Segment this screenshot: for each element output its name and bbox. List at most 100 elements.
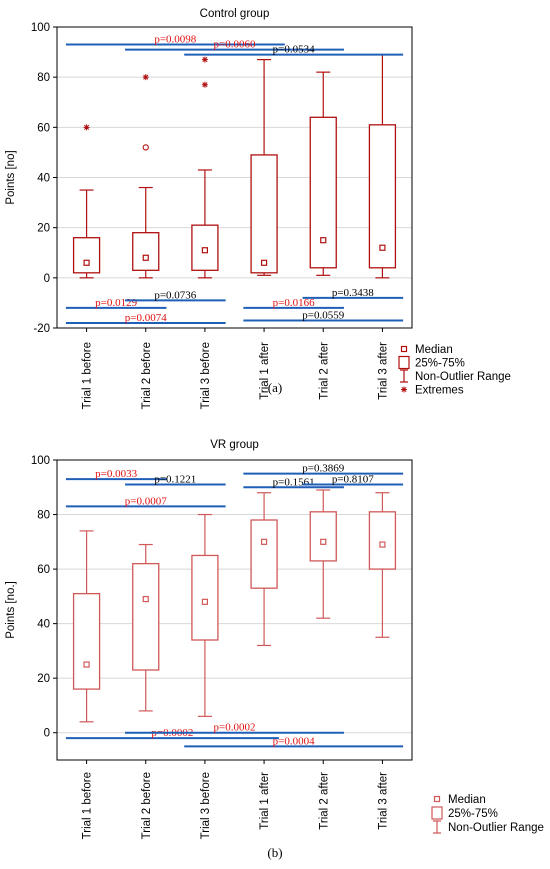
y-tick-label: 100 xyxy=(31,22,50,34)
iqr-box xyxy=(250,519,278,589)
y-tick-label: 20 xyxy=(37,673,50,685)
p-value-label: p=0.0033 xyxy=(95,468,137,480)
extreme-point xyxy=(201,81,208,88)
legend-range-icon xyxy=(400,369,408,383)
median-marker xyxy=(142,254,149,261)
p-value-label: p=0.3869 xyxy=(302,463,344,475)
legend-median-icon xyxy=(400,345,408,353)
x-tick-label: Trial 3 after xyxy=(377,772,389,830)
outlier-point xyxy=(142,144,149,151)
x-tick-label: Trial 2 after xyxy=(318,772,330,830)
p-value-label: p=0.3438 xyxy=(332,287,374,299)
p-value-label: p=0.1221 xyxy=(154,474,196,486)
p-value-label: p=0.8107 xyxy=(332,474,374,486)
median-marker xyxy=(142,595,149,603)
legend: Median 25%-75%Non-Outlier Range Extremes xyxy=(398,344,511,397)
box-3 xyxy=(191,513,219,717)
p-value-label: p=0.0559 xyxy=(302,309,344,321)
plot-frame xyxy=(56,459,413,761)
box-3 xyxy=(191,56,219,279)
iqr-box xyxy=(368,511,397,570)
iqr-box xyxy=(72,592,101,690)
x-tick-label: Trial 2 before xyxy=(141,342,153,409)
extreme-point xyxy=(142,74,149,81)
x-tick-label: Trial 3 after xyxy=(377,342,389,400)
p-value-label: p=0.0129 xyxy=(95,297,137,309)
figure-caption: (b) xyxy=(267,845,282,860)
y-tick-label: 20 xyxy=(37,223,50,235)
median-marker xyxy=(379,244,386,251)
box-4 xyxy=(250,492,278,647)
p-value-label: p=0.0736 xyxy=(154,289,196,301)
x-tick-label: Trial 1 after xyxy=(259,342,271,400)
x-tick-label: Trial 3 before xyxy=(200,772,212,839)
figure-caption: (a) xyxy=(268,380,282,395)
p-value-label: p=0.0074 xyxy=(125,312,167,324)
iqr-box xyxy=(309,511,337,562)
chart-panel-vr: VR group 0 20 40 60 80 100 Points [no.] Trial 1 … xyxy=(5,439,544,860)
x-tick-label: Trial 2 before xyxy=(141,772,153,839)
x-tick-label: Trial 2 after xyxy=(318,342,330,400)
median-marker xyxy=(260,259,268,266)
box-5 xyxy=(309,71,337,276)
extreme-point xyxy=(83,124,90,131)
p-value-label: p=0.0166 xyxy=(273,297,315,309)
x-tick-label: Trial 1 before xyxy=(82,342,94,409)
chart-title: Control group xyxy=(200,8,270,20)
y-tick-label: 80 xyxy=(37,72,50,84)
box-6 xyxy=(368,53,397,279)
x-tick-label: Trial 1 after xyxy=(259,772,271,830)
box-2 xyxy=(132,543,160,712)
legend-label: Extremes xyxy=(415,385,464,397)
legend: Median 25%-75% Non-Outlier Range xyxy=(431,794,544,834)
p-value-label: p=0.0098 xyxy=(154,34,196,46)
median-marker xyxy=(320,538,327,545)
y-tick-label: 60 xyxy=(37,564,50,576)
legend-label: Median xyxy=(448,794,486,806)
iqr-box xyxy=(250,154,278,274)
legend-box-icon xyxy=(431,806,443,820)
median-marker xyxy=(201,598,209,605)
median-marker xyxy=(83,661,90,668)
legend-range-icon xyxy=(433,820,441,834)
y-axis-label: Points [no] xyxy=(5,150,17,204)
iqr-box xyxy=(132,562,160,671)
median-marker xyxy=(320,237,327,244)
median-marker xyxy=(83,259,90,266)
p-value-label: p=0.0004 xyxy=(273,735,315,747)
iqr-box xyxy=(72,237,101,274)
legend-label: 25%-75% xyxy=(415,358,465,370)
box-1 xyxy=(72,530,101,723)
legend-label: Non-Outlier Range xyxy=(415,371,511,383)
median-marker xyxy=(201,247,209,254)
p-value-label: p=0.0060 xyxy=(214,39,256,51)
y-tick-label: 0 xyxy=(44,273,50,285)
y-tick-label: 0 xyxy=(44,728,50,740)
y-tick-label: 100 xyxy=(31,455,50,467)
y-tick-label: 60 xyxy=(37,122,50,134)
box-1 xyxy=(72,124,101,279)
chart-panel-control: Control group -20 0 20 40 60 80 100 Points [no] T… xyxy=(5,8,511,409)
box-5 xyxy=(309,489,337,619)
box-2 xyxy=(132,74,160,279)
y-tick-label: -20 xyxy=(33,323,50,335)
plot-frame xyxy=(56,26,413,329)
legend-extreme-icon xyxy=(401,386,407,393)
legend-label: 25%-75% xyxy=(448,808,498,820)
p-value-label: p=0.0007 xyxy=(125,495,167,507)
legend-label: Median xyxy=(415,344,453,356)
y-tick-label: 40 xyxy=(37,619,50,631)
extreme-point xyxy=(201,56,208,63)
y-tick-label: 40 xyxy=(37,173,50,185)
x-tick-label: Trial 3 before xyxy=(200,342,212,409)
median-marker xyxy=(379,541,386,548)
legend-label: Non-Outlier Range xyxy=(448,822,544,834)
legend-median-icon xyxy=(433,795,441,803)
box-6 xyxy=(368,492,397,638)
iqr-box xyxy=(309,116,337,269)
chart-title: VR group xyxy=(210,439,259,451)
legend-box-icon xyxy=(398,355,410,370)
iqr-box xyxy=(132,232,160,271)
iqr-box xyxy=(191,554,219,641)
